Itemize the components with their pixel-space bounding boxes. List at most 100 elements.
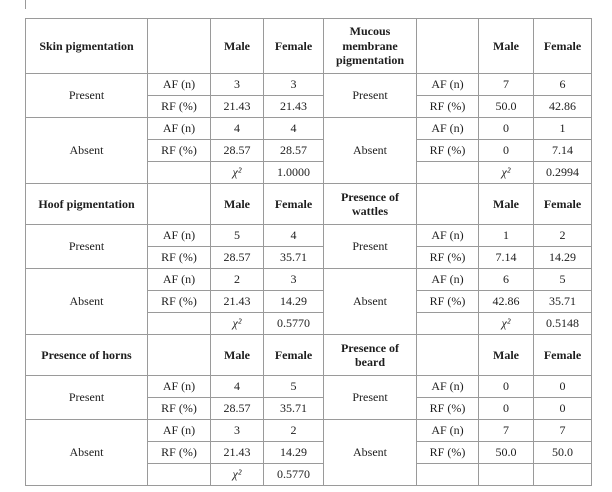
af-label-cell: AF (n) — [147, 375, 211, 398]
phenotypic-traits-table: Skin pigmentation Male Female Mucous mem… — [25, 18, 592, 486]
value-cell: 42.86 — [478, 290, 534, 313]
present-label-cell: Present — [25, 375, 148, 420]
empty-cell — [147, 312, 211, 335]
male-header-cell: Male — [210, 334, 264, 376]
value-cell: 28.57 — [210, 246, 264, 269]
trait-header-cell: Skin pigmentation — [25, 18, 148, 74]
value-cell: 14.29 — [263, 290, 324, 313]
value-cell: 7.14 — [533, 139, 592, 162]
value-cell: 3 — [210, 73, 264, 96]
empty-cell — [147, 183, 211, 225]
empty-cell — [147, 463, 211, 486]
value-cell: 0 — [478, 375, 534, 398]
present-label-cell: Present — [323, 375, 417, 420]
rf-label-cell: RF (%) — [416, 290, 479, 313]
cropped-border-artifact — [25, 0, 26, 9]
chi-square-symbol-cell: χ² — [210, 161, 264, 184]
af-label-cell: AF (n) — [416, 224, 479, 247]
value-cell: 5 — [263, 375, 324, 398]
value-cell: 50.0 — [478, 441, 534, 464]
value-cell: 14.29 — [263, 441, 324, 464]
value-cell: 4 — [210, 117, 264, 140]
value-cell: 3 — [263, 268, 324, 291]
value-cell: 0 — [533, 397, 592, 420]
value-cell: 7.14 — [478, 246, 534, 269]
value-cell: 28.57 — [210, 139, 264, 162]
value-cell: 35.71 — [263, 397, 324, 420]
trait-header-cell: Mucous membrane pigmentation — [323, 18, 417, 74]
chi-square-symbol-cell: χ² — [210, 463, 264, 486]
rf-label-cell: RF (%) — [147, 139, 211, 162]
value-cell: 3 — [210, 419, 264, 442]
value-cell: 4 — [263, 224, 324, 247]
value-cell: 21.43 — [210, 95, 264, 118]
af-label-cell: AF (n) — [147, 419, 211, 442]
trait-header-cell: Presence of horns — [25, 334, 148, 376]
absent-label-cell: Absent — [25, 419, 148, 486]
absent-label-cell: Absent — [25, 268, 148, 335]
empty-cell — [416, 183, 479, 225]
present-label-cell: Present — [323, 224, 417, 269]
empty-cell — [416, 334, 479, 376]
rf-label-cell: RF (%) — [147, 441, 211, 464]
male-header-cell: Male — [478, 18, 534, 74]
value-cell: 14.29 — [533, 246, 592, 269]
female-header-cell: Female — [263, 18, 324, 74]
trait-header-cell: Hoof pigmentation — [25, 183, 148, 225]
rf-label-cell: RF (%) — [416, 441, 479, 464]
af-label-cell: AF (n) — [147, 73, 211, 96]
rf-label-cell: RF (%) — [147, 290, 211, 313]
chi-square-value-cell: 0.5770 — [263, 463, 324, 486]
value-cell: 0 — [478, 139, 534, 162]
male-header-cell: Male — [210, 18, 264, 74]
value-cell: 0 — [478, 117, 534, 140]
value-cell: 6 — [478, 268, 534, 291]
value-cell: 5 — [533, 268, 592, 291]
absent-label-cell: Absent — [323, 117, 417, 184]
value-cell: 1 — [478, 224, 534, 247]
value-cell: 4 — [210, 375, 264, 398]
af-label-cell: AF (n) — [416, 375, 479, 398]
rf-label-cell: RF (%) — [416, 397, 479, 420]
female-header-cell: Female — [263, 183, 324, 225]
female-header-cell: Female — [533, 18, 592, 74]
value-cell: 35.71 — [263, 246, 324, 269]
chi-square-symbol-cell: χ² — [210, 312, 264, 335]
empty-cell — [147, 334, 211, 376]
value-cell: 7 — [478, 419, 534, 442]
af-label-cell: AF (n) — [416, 117, 479, 140]
female-header-cell: Female — [263, 334, 324, 376]
chi-square-symbol-cell — [478, 463, 534, 486]
af-label-cell: AF (n) — [416, 268, 479, 291]
value-cell: 2 — [210, 268, 264, 291]
male-header-cell: Male — [210, 183, 264, 225]
female-header-cell: Female — [533, 334, 592, 376]
value-cell: 6 — [533, 73, 592, 96]
value-cell: 21.43 — [210, 290, 264, 313]
rf-label-cell: RF (%) — [416, 246, 479, 269]
value-cell: 50.0 — [478, 95, 534, 118]
rf-label-cell: RF (%) — [416, 139, 479, 162]
af-label-cell: AF (n) — [147, 224, 211, 247]
chi-square-value-cell: 0.5770 — [263, 312, 324, 335]
trait-header-cell: Presence of beard — [323, 334, 417, 376]
chi-square-value-cell: 0.2994 — [533, 161, 592, 184]
chi-square-value-cell: 1.0000 — [263, 161, 324, 184]
chi-square-symbol-cell: χ² — [478, 312, 534, 335]
value-cell: 4 — [263, 117, 324, 140]
chi-square-value-cell — [533, 463, 592, 486]
absent-label-cell: Absent — [323, 268, 417, 335]
male-header-cell: Male — [478, 334, 534, 376]
af-label-cell: AF (n) — [147, 117, 211, 140]
empty-cell — [416, 463, 479, 486]
value-cell: 21.43 — [263, 95, 324, 118]
empty-cell — [147, 161, 211, 184]
empty-cell — [416, 18, 479, 74]
value-cell: 42.86 — [533, 95, 592, 118]
value-cell: 50.0 — [533, 441, 592, 464]
present-label-cell: Present — [323, 73, 417, 118]
value-cell: 2 — [263, 419, 324, 442]
af-label-cell: AF (n) — [147, 268, 211, 291]
absent-label-cell: Absent — [323, 419, 417, 486]
value-cell: 1 — [533, 117, 592, 140]
